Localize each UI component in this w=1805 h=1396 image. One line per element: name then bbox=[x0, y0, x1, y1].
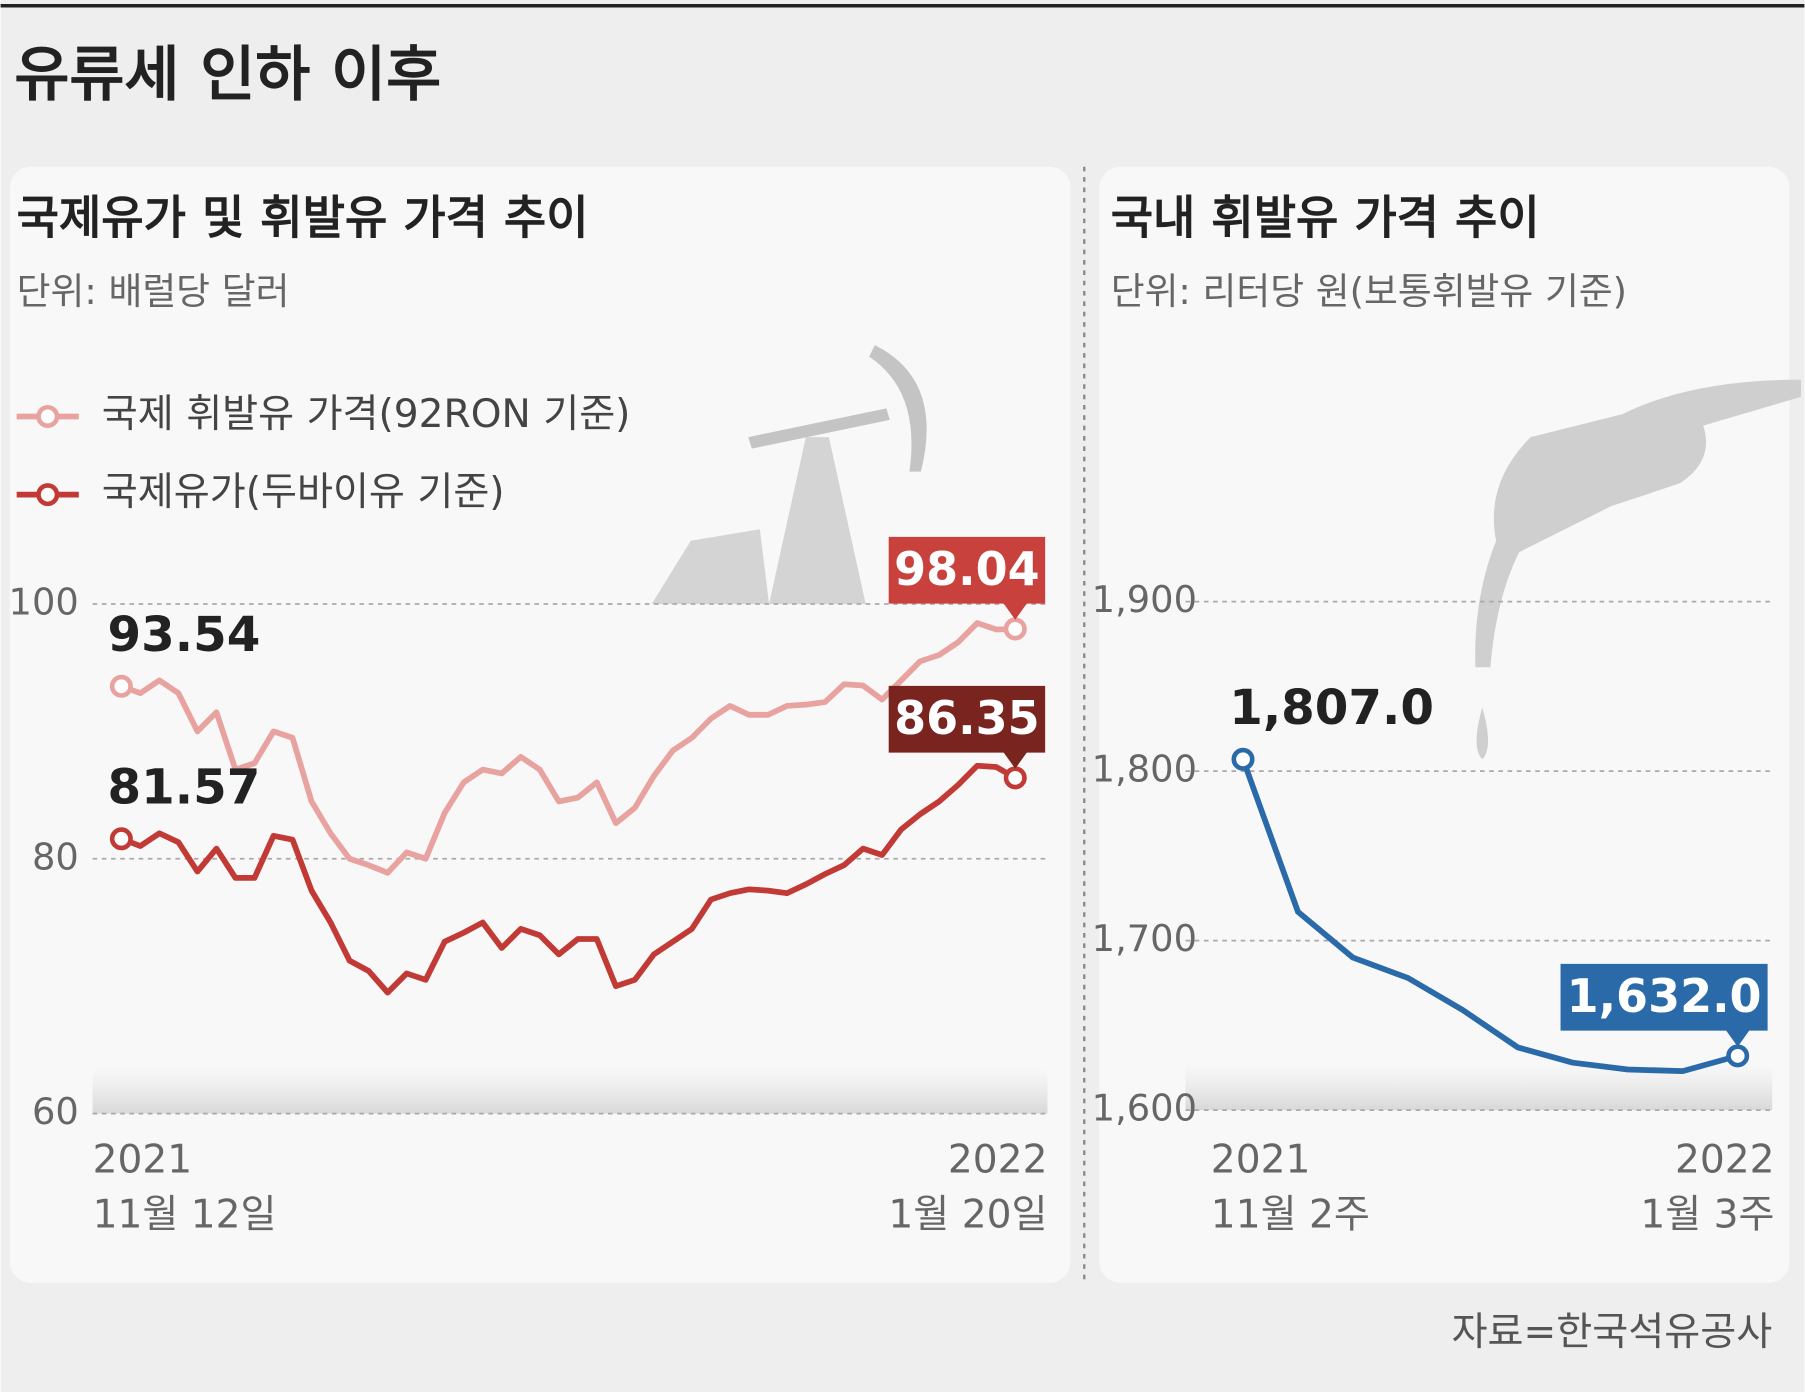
point-marker bbox=[1003, 617, 1027, 641]
x-tick-label: 11월 2주 bbox=[1211, 1193, 1370, 1238]
y-tick-label: 100 bbox=[9, 580, 79, 623]
x-tick-label: 1월 20일 bbox=[888, 1193, 1047, 1238]
chart-subtitle: 단위: 배럴당 달러 bbox=[17, 270, 290, 313]
x-tick-label: 1월 3주 bbox=[1640, 1193, 1774, 1238]
legend-label: 국제 휘발유 가격(92RON 기준) bbox=[102, 392, 631, 437]
x-tick-label: 2021 bbox=[93, 1137, 193, 1182]
series-line bbox=[120, 762, 1017, 996]
callout-box bbox=[1560, 963, 1768, 1047]
point-marker bbox=[1231, 747, 1255, 771]
x-tick-label: 11월 12일 bbox=[93, 1193, 277, 1238]
y-tick-label: 80 bbox=[32, 835, 79, 878]
page-title: 유류세 인하 이후 bbox=[14, 40, 441, 110]
value-label: 86.35 bbox=[894, 691, 1040, 745]
y-tick-label: 1,800 bbox=[1092, 748, 1197, 791]
chart-title: 국제유가 및 휘발유 가격 추이 bbox=[17, 190, 589, 244]
value-label: 98.04 bbox=[894, 542, 1040, 596]
source: 자료=한국석유공사 bbox=[1452, 1310, 1773, 1355]
oil-pump-icon bbox=[651, 345, 927, 604]
y-tick-label: 1,600 bbox=[1092, 1087, 1197, 1130]
floor-fade bbox=[92, 1067, 1048, 1114]
series-line bbox=[1240, 758, 1739, 1075]
legend-marker bbox=[36, 404, 60, 428]
nozzle-icon bbox=[1475, 379, 1801, 760]
value-label: 1,632.0 bbox=[1567, 969, 1762, 1023]
value-label: 81.57 bbox=[108, 759, 261, 815]
callout-box bbox=[888, 536, 1046, 620]
point-marker bbox=[109, 674, 133, 698]
x-tick-label: 2022 bbox=[948, 1137, 1048, 1182]
legend-label: 국제유가(두바이유 기준) bbox=[102, 470, 505, 515]
value-label: 1,807.0 bbox=[1229, 680, 1434, 736]
callout-box bbox=[888, 685, 1046, 769]
y-tick-label: 1,700 bbox=[1092, 917, 1197, 960]
chart-title: 국내 휘발유 가격 추이 bbox=[1111, 190, 1540, 244]
series-line bbox=[120, 620, 1016, 876]
point-marker bbox=[1003, 766, 1027, 790]
x-tick-label: 2022 bbox=[1675, 1137, 1775, 1182]
x-tick-label: 2021 bbox=[1211, 1137, 1311, 1182]
y-tick-label: 60 bbox=[32, 1090, 79, 1133]
point-marker bbox=[1726, 1044, 1750, 1068]
chart-subtitle: 단위: 리터당 원(보통휘발유 기준) bbox=[1111, 270, 1627, 313]
point-marker bbox=[109, 827, 133, 851]
y-tick-label: 1,900 bbox=[1092, 578, 1197, 621]
value-label: 93.54 bbox=[108, 607, 261, 663]
legend-marker bbox=[36, 483, 60, 507]
panel bbox=[1099, 166, 1790, 1283]
